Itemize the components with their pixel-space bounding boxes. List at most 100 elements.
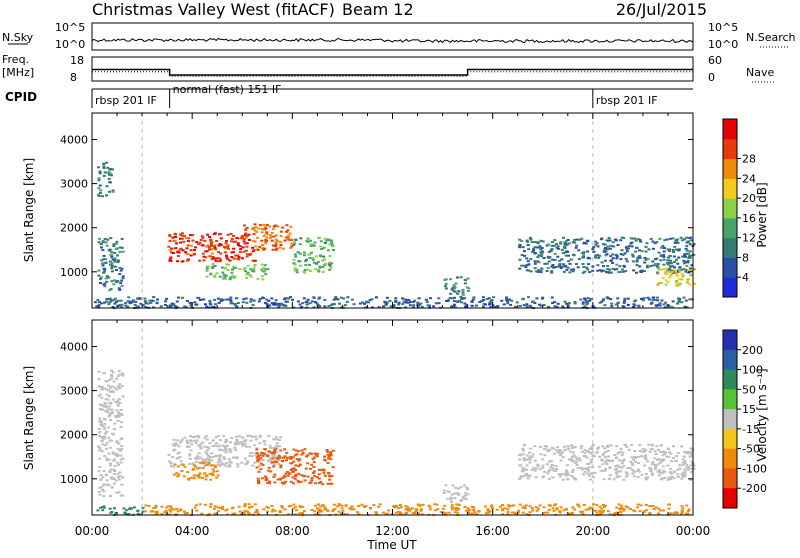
heatmap-cell [134, 300, 138, 303]
heatmap-cell [232, 456, 235, 459]
heatmap-cell [638, 510, 642, 513]
heatmap-cell [112, 473, 116, 475]
heatmap-cell [189, 249, 193, 252]
heatmap-cell [526, 260, 530, 263]
heatmap-cell [247, 512, 251, 515]
heatmap-cell [489, 306, 493, 309]
heatmap-cell [506, 300, 510, 303]
heatmap-cell [534, 270, 538, 273]
heatmap-cell [152, 296, 156, 299]
heatmap-cell [115, 409, 119, 412]
heatmap-cell [687, 241, 691, 244]
heatmap-cell [329, 266, 333, 269]
heatmap-cell [237, 442, 240, 445]
heatmap-cell [230, 256, 234, 258]
heatmap-cell [102, 505, 106, 508]
heatmap-cell [526, 240, 529, 243]
heatmap-cell [583, 467, 587, 470]
heatmap-cell [270, 235, 273, 238]
heatmap-cell [327, 472, 330, 475]
heatmap-cell [672, 255, 676, 258]
heatmap-cell [676, 242, 680, 244]
heatmap-cell [245, 227, 249, 229]
heatmap-cell [547, 257, 551, 259]
heatmap-cell [258, 442, 262, 445]
heatmap-cell [633, 304, 637, 307]
heatmap-cell [595, 511, 599, 514]
heatmap-cell [152, 306, 155, 309]
heatmap-cell [189, 254, 193, 257]
heatmap-cell [394, 297, 398, 300]
heatmap-cell [272, 447, 275, 449]
heatmap-cell [630, 245, 634, 248]
heatmap-cell [270, 462, 274, 465]
heatmap-cell [466, 507, 470, 510]
heatmap-cell [432, 305, 436, 308]
heatmap-cell [262, 248, 266, 251]
heatmap-cell [181, 232, 184, 235]
heatmap-cell [289, 225, 293, 228]
heatmap-cell [583, 470, 587, 473]
heatmap-cell [583, 448, 587, 451]
heatmap-cell [525, 454, 529, 457]
heatmap-cell [518, 464, 522, 466]
heatmap-cell [213, 244, 217, 247]
heatmap-cell [258, 434, 262, 437]
heatmap-cell [668, 451, 671, 454]
heatmap-cell [109, 288, 113, 291]
heatmap-cell [543, 470, 547, 473]
heatmap-cell [557, 451, 561, 453]
heatmap-cell [203, 459, 207, 461]
heatmap-cell [210, 473, 214, 476]
heatmap-cell [208, 456, 212, 459]
heatmap-cell [487, 511, 491, 514]
heatmap-cell [254, 452, 258, 455]
heatmap-cell [170, 507, 174, 510]
heatmap-cell [525, 464, 529, 467]
heatmap-cell [210, 258, 214, 261]
heatmap-cell [643, 450, 647, 453]
heatmap-cell [521, 466, 525, 469]
heatmap-cell [550, 248, 554, 251]
heatmap-cell [571, 447, 575, 449]
heatmap-cell [641, 299, 645, 302]
heatmap-cell [653, 450, 657, 453]
heatmap-cell [591, 454, 595, 457]
heatmap-cell [620, 249, 624, 252]
heatmap-cell [590, 507, 594, 510]
heatmap-cell [659, 255, 663, 257]
heatmap-cell [323, 455, 326, 458]
heatmap-cell [582, 254, 585, 257]
heatmap-cell [258, 298, 262, 301]
x-tick-label: 08:00 [275, 524, 310, 538]
heatmap-cell [261, 459, 265, 462]
heatmap-cell [667, 476, 671, 479]
heatmap-cell [215, 240, 219, 242]
heatmap-cell [462, 497, 466, 500]
heatmap-cell [303, 479, 307, 482]
heatmap-cell [113, 297, 117, 300]
heatmap-cell [102, 258, 106, 261]
x-tick-label: 00:00 [676, 524, 711, 538]
heatmap-cell [518, 243, 522, 246]
heatmap-cell [658, 474, 661, 477]
heatmap-cell [204, 250, 208, 253]
heatmap-cell [589, 458, 593, 461]
heatmap-cell [570, 475, 574, 477]
heatmap-cell [284, 297, 288, 299]
heatmap-cell [503, 507, 507, 510]
heatmap-cell [676, 269, 680, 272]
heatmap-cell [478, 301, 482, 303]
heatmap-cell [540, 247, 544, 249]
heatmap-cell [328, 482, 332, 485]
colorbar-frame [722, 329, 738, 509]
heatmap-cell [286, 471, 289, 473]
heatmap-cell [654, 464, 658, 467]
heatmap-cell [228, 463, 232, 466]
heatmap-cell [412, 300, 416, 303]
heatmap-cell [241, 301, 245, 304]
heatmap-cell [305, 303, 309, 306]
heatmap-cell [271, 457, 275, 460]
colorbar-swatch [723, 488, 737, 509]
heatmap-cell [464, 305, 467, 308]
